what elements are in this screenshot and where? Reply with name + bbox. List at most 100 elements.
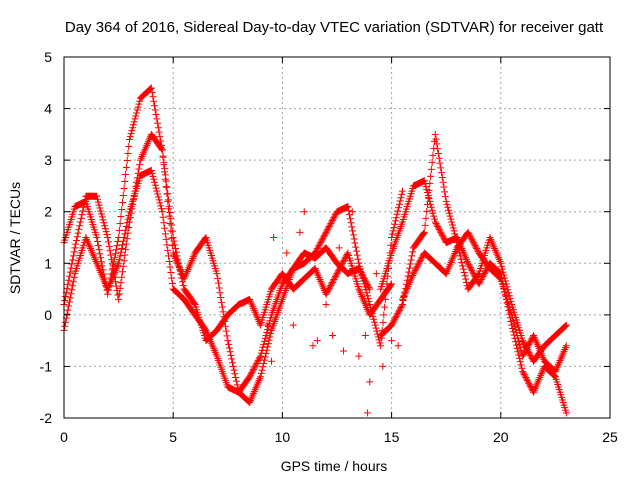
- data-point: [76, 222, 84, 230]
- data-point: [134, 169, 142, 177]
- data-point: [70, 248, 78, 256]
- data-point: [149, 93, 157, 101]
- data-point: [102, 228, 110, 236]
- data-point: [165, 252, 173, 260]
- data-point: [158, 145, 165, 153]
- data-point: [467, 234, 475, 242]
- data-point: [377, 342, 385, 350]
- data-point: [412, 265, 420, 273]
- data-point: [64, 280, 72, 288]
- data-point: [423, 207, 431, 215]
- data-point: [223, 332, 231, 340]
- data-point: [514, 348, 522, 356]
- data-point: [154, 193, 162, 201]
- data-point: [116, 284, 124, 292]
- data-point: [106, 247, 114, 255]
- data-point: [62, 292, 70, 300]
- data-point: [520, 371, 528, 379]
- data-point: [516, 343, 524, 351]
- data-point: [520, 340, 528, 348]
- data-point: [152, 184, 160, 192]
- data-point: [117, 248, 125, 256]
- data-point: [519, 352, 527, 360]
- data-point: [260, 337, 268, 345]
- data-point: [433, 221, 441, 229]
- data-point: [362, 286, 370, 294]
- data-point: [219, 308, 227, 316]
- data-point: [420, 177, 428, 185]
- data-point: [266, 333, 274, 341]
- data-point: [523, 376, 531, 384]
- data-point: [95, 201, 103, 209]
- data-point: [229, 362, 237, 370]
- data-point: [104, 286, 112, 294]
- data-point: [201, 235, 209, 243]
- data-point: [338, 259, 346, 267]
- data-point: [156, 133, 164, 141]
- data-point: [438, 173, 446, 181]
- data-point: [422, 183, 430, 191]
- data-point: [376, 339, 384, 347]
- data-point: [396, 197, 404, 205]
- data-point: [469, 268, 477, 276]
- data-point: [69, 252, 77, 260]
- data-point: [93, 234, 101, 241]
- data-point: [126, 136, 134, 144]
- data-point: [519, 368, 527, 376]
- data-point: [161, 230, 169, 238]
- data-point: [109, 264, 117, 272]
- data-point: [526, 381, 534, 389]
- data-point: [224, 337, 232, 345]
- data-point: [72, 236, 80, 244]
- data-point: [423, 200, 431, 208]
- data-point: [335, 267, 343, 275]
- data-point: [380, 311, 388, 319]
- data-point: [111, 250, 119, 258]
- data-point: [433, 140, 441, 148]
- data-point: [357, 268, 365, 276]
- data-point: [165, 196, 173, 204]
- data-point: [246, 371, 254, 379]
- data-point: [105, 242, 113, 250]
- data-point: [363, 289, 371, 297]
- data-point: [94, 198, 102, 206]
- data-point: [172, 245, 180, 253]
- data-point: [512, 341, 520, 349]
- data-point: [345, 207, 353, 215]
- data-point: [495, 273, 503, 281]
- data-point: [101, 222, 109, 230]
- data-point: [508, 311, 516, 319]
- data-point: [68, 286, 76, 294]
- data-point: [343, 250, 351, 258]
- data-point: [334, 268, 342, 276]
- data-point: [438, 169, 446, 177]
- data-point: [415, 259, 423, 267]
- x-tick-label: 0: [60, 429, 68, 445]
- data-point: [167, 215, 175, 223]
- data-point: [168, 280, 176, 288]
- data-point: [391, 315, 399, 323]
- data-point: [107, 251, 115, 259]
- data-point: [94, 195, 102, 203]
- data-point: [65, 302, 73, 310]
- data-point: [150, 97, 158, 105]
- data-point: [69, 256, 77, 264]
- data-point: [352, 243, 360, 251]
- data-point: [130, 118, 138, 126]
- data-point: [408, 252, 416, 260]
- data-point: [496, 274, 504, 282]
- data-point: [416, 256, 424, 264]
- data-point: [115, 259, 123, 267]
- data-point: [373, 327, 381, 335]
- data-point: [388, 230, 396, 238]
- data-point: [213, 270, 221, 278]
- data-point: [444, 203, 452, 211]
- data-point: [97, 258, 105, 266]
- data-point: [500, 271, 508, 279]
- data-point: [393, 311, 401, 319]
- data-point: [452, 236, 460, 244]
- data-point: [372, 270, 380, 278]
- data-point: [254, 357, 262, 365]
- data-point: [78, 211, 86, 219]
- data-point: [562, 409, 570, 417]
